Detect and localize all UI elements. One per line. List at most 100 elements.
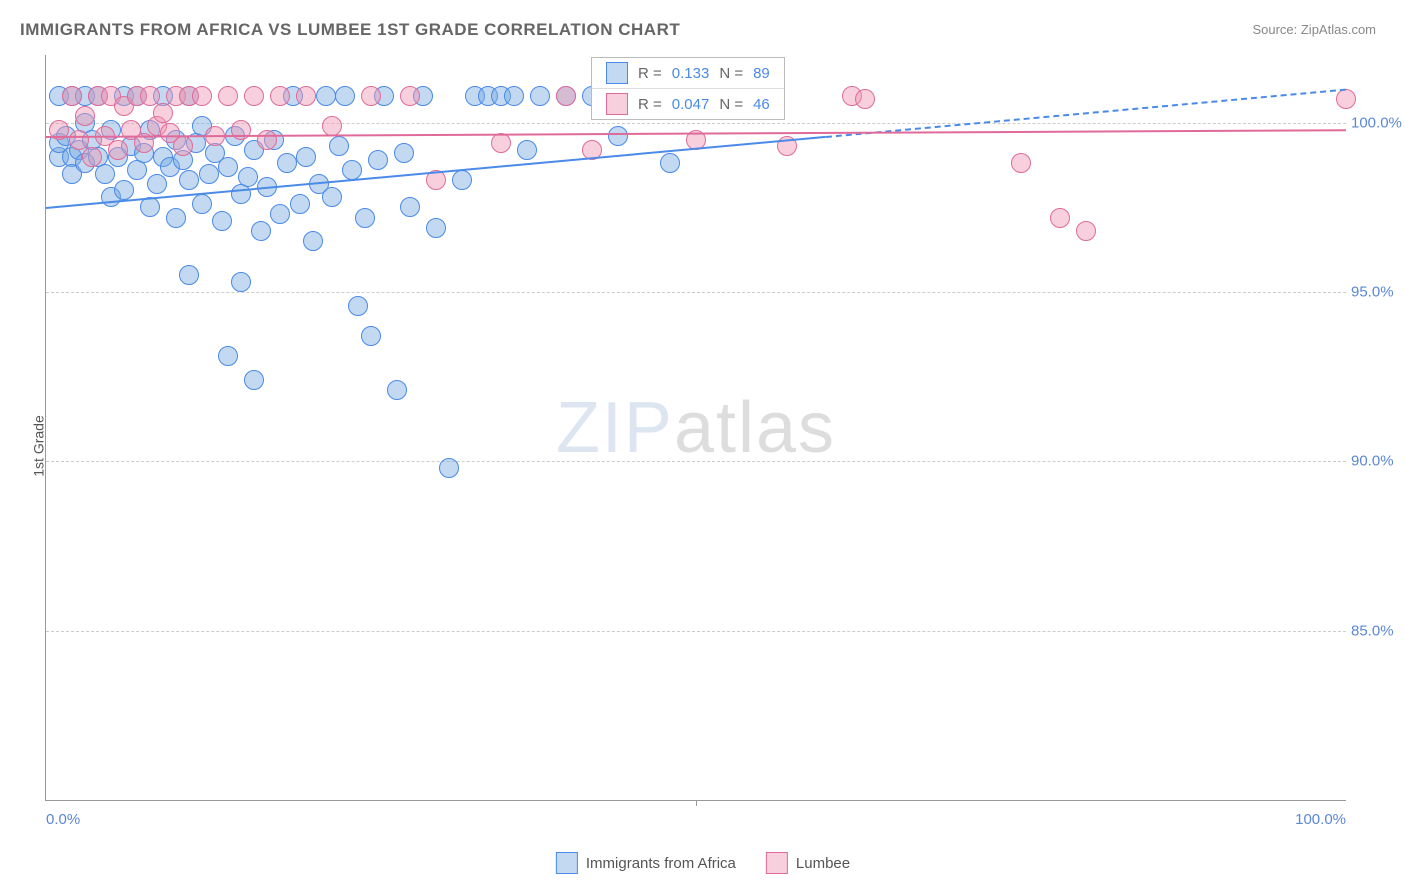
- scatter-point: [426, 218, 446, 238]
- plot-area: ZIPatlas 85.0%90.0%95.0%100.0%0.0%100.0%: [45, 55, 1346, 801]
- scatter-point: [1076, 221, 1096, 241]
- legend-label: Lumbee: [796, 855, 850, 872]
- scatter-point: [218, 86, 238, 106]
- scatter-point: [342, 160, 362, 180]
- scatter-point: [231, 272, 251, 292]
- scatter-point: [556, 86, 576, 106]
- scatter-point: [400, 86, 420, 106]
- legend-swatch-icon: [606, 62, 628, 84]
- scatter-point: [361, 86, 381, 106]
- gridline-h: [46, 292, 1346, 293]
- r-label: R =: [638, 96, 662, 113]
- scatter-point: [303, 231, 323, 251]
- scatter-point: [296, 86, 316, 106]
- legend-bottom: Immigrants from Africa Lumbee: [556, 852, 850, 874]
- watermark-atlas: atlas: [674, 388, 836, 468]
- scatter-point: [322, 116, 342, 136]
- scatter-point: [329, 136, 349, 156]
- scatter-point: [75, 106, 95, 126]
- n-value: 46: [753, 96, 770, 113]
- scatter-point: [660, 153, 680, 173]
- n-label: N =: [719, 65, 743, 82]
- y-tick-label: 100.0%: [1351, 114, 1406, 131]
- scatter-point: [199, 164, 219, 184]
- scatter-point: [166, 208, 186, 228]
- y-tick-label: 90.0%: [1351, 453, 1406, 470]
- scatter-point: [192, 194, 212, 214]
- scatter-point: [212, 211, 232, 231]
- scatter-point: [179, 170, 199, 190]
- legend-swatch-icon: [606, 93, 628, 115]
- scatter-point: [504, 86, 524, 106]
- source-label: Source: ZipAtlas.com: [1252, 22, 1376, 37]
- stats-legend: R = 0.133 N = 89 R = 0.047 N = 46: [591, 57, 785, 120]
- scatter-point: [251, 221, 271, 241]
- scatter-point: [1336, 89, 1356, 109]
- scatter-point: [153, 103, 173, 123]
- scatter-point: [82, 147, 102, 167]
- scatter-point: [257, 130, 277, 150]
- scatter-point: [62, 86, 82, 106]
- scatter-point: [140, 86, 160, 106]
- scatter-point: [452, 170, 472, 190]
- watermark: ZIPatlas: [556, 387, 836, 469]
- scatter-point: [517, 140, 537, 160]
- scatter-point: [387, 380, 407, 400]
- r-label: R =: [638, 65, 662, 82]
- legend-swatch-icon: [556, 852, 578, 874]
- n-value: 89: [753, 65, 770, 82]
- legend-item-series-a: Immigrants from Africa: [556, 852, 736, 874]
- scatter-point: [1050, 208, 1070, 228]
- r-value: 0.133: [672, 65, 710, 82]
- scatter-point: [368, 150, 388, 170]
- x-tick-label: 0.0%: [46, 811, 80, 828]
- scatter-point: [491, 133, 511, 153]
- scatter-point: [1011, 153, 1031, 173]
- scatter-point: [348, 296, 368, 316]
- scatter-point: [179, 265, 199, 285]
- legend-item-series-b: Lumbee: [766, 852, 850, 874]
- scatter-point: [244, 86, 264, 106]
- watermark-zip: ZIP: [556, 388, 674, 468]
- stats-row: R = 0.133 N = 89: [592, 58, 784, 88]
- scatter-point: [244, 370, 264, 390]
- gridline-h: [46, 631, 1346, 632]
- x-tick-mark: [696, 800, 697, 806]
- scatter-point: [95, 164, 115, 184]
- scatter-point: [277, 153, 297, 173]
- scatter-point: [147, 174, 167, 194]
- scatter-point: [114, 180, 134, 200]
- scatter-point: [218, 157, 238, 177]
- legend-swatch-icon: [766, 852, 788, 874]
- scatter-point: [238, 167, 258, 187]
- scatter-point: [296, 147, 316, 167]
- scatter-point: [335, 86, 355, 106]
- r-value: 0.047: [672, 96, 710, 113]
- legend-label: Immigrants from Africa: [586, 855, 736, 872]
- scatter-point: [608, 126, 628, 146]
- scatter-point: [530, 86, 550, 106]
- scatter-point: [270, 86, 290, 106]
- chart-title: IMMIGRANTS FROM AFRICA VS LUMBEE 1ST GRA…: [20, 20, 680, 40]
- scatter-point: [439, 458, 459, 478]
- scatter-point: [361, 326, 381, 346]
- x-tick-label: 100.0%: [1295, 811, 1346, 828]
- scatter-point: [394, 143, 414, 163]
- scatter-point: [270, 204, 290, 224]
- stats-row: R = 0.047 N = 46: [592, 88, 784, 119]
- scatter-point: [322, 187, 342, 207]
- y-tick-label: 95.0%: [1351, 284, 1406, 301]
- chart-container: IMMIGRANTS FROM AFRICA VS LUMBEE 1ST GRA…: [0, 0, 1406, 892]
- scatter-point: [140, 197, 160, 217]
- scatter-point: [855, 89, 875, 109]
- scatter-point: [316, 86, 336, 106]
- gridline-h: [46, 461, 1346, 462]
- y-tick-label: 85.0%: [1351, 622, 1406, 639]
- scatter-point: [192, 86, 212, 106]
- scatter-point: [400, 197, 420, 217]
- n-label: N =: [719, 96, 743, 113]
- scatter-point: [218, 346, 238, 366]
- scatter-point: [173, 136, 193, 156]
- scatter-point: [108, 140, 128, 160]
- scatter-point: [355, 208, 375, 228]
